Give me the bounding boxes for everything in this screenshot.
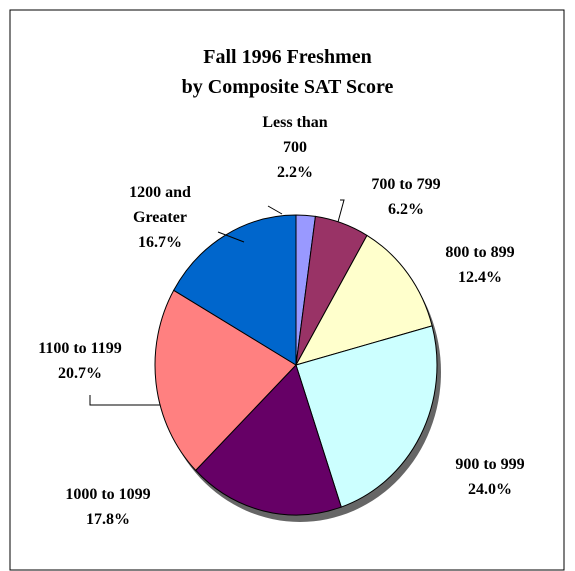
category-label: Less than 700 bbox=[262, 114, 328, 156]
value-label: 17.8% bbox=[86, 511, 130, 528]
slice-label: 1200 and Greater 16.7% bbox=[118, 180, 203, 255]
pie-slice bbox=[194, 364, 342, 516]
value-label: 16.7% bbox=[138, 234, 182, 251]
pie-slice bbox=[154, 289, 297, 472]
leader-line bbox=[267, 205, 283, 215]
pie-slice bbox=[295, 325, 438, 508]
slice-label: Less than 700 2.2% bbox=[255, 110, 335, 185]
leader-line bbox=[337, 199, 345, 223]
category-label: 800 to 899 bbox=[445, 244, 515, 261]
frame bbox=[9, 9, 565, 571]
value-label: 24.0% bbox=[468, 481, 512, 498]
leader-lines bbox=[89, 199, 345, 406]
pie bbox=[154, 214, 438, 516]
category-label: 1200 and Greater bbox=[129, 184, 191, 226]
slice-label: 900 to 999 24.0% bbox=[430, 452, 550, 502]
leader-line bbox=[217, 231, 245, 243]
category-label: 700 to 799 bbox=[371, 176, 441, 193]
category-label: 900 to 999 bbox=[455, 456, 525, 473]
category-label: 1000 to 1099 bbox=[65, 486, 151, 503]
slice-label: 700 to 799 6.2% bbox=[346, 172, 466, 222]
chart-title: by Composite SAT Score bbox=[181, 76, 394, 98]
slice-label: 1000 to 1099 17.8% bbox=[43, 482, 173, 532]
slice-label: 1100 to 1199 20.7% bbox=[15, 336, 145, 386]
value-label: 12.4% bbox=[458, 269, 502, 286]
slice-label: 800 to 899 12.4% bbox=[420, 240, 540, 290]
chart-title: Fall 1996 Freshmen bbox=[203, 46, 372, 68]
value-label: 2.2% bbox=[277, 164, 313, 181]
leader-line bbox=[89, 395, 160, 406]
value-label: 20.7% bbox=[58, 365, 102, 382]
value-label: 6.2% bbox=[388, 201, 424, 218]
category-label: 1100 to 1199 bbox=[38, 340, 122, 357]
pie-slice bbox=[294, 234, 433, 366]
